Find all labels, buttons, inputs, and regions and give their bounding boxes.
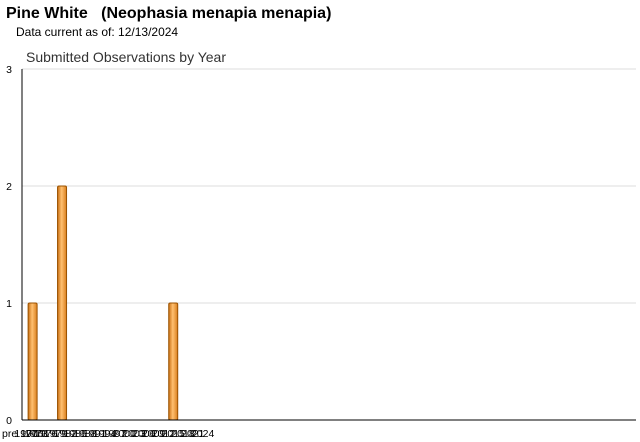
x-tick-label: 1985 [63,428,87,440]
bar-1981 [57,185,68,421]
x-tick-label: 1997 [103,428,127,440]
page-title: Pine White (Neophasia menapia menapia) [6,5,332,22]
x-tick-label: 2012 [152,428,176,440]
x-tick-label: pre 1970 [2,428,44,440]
chart-title: Submitted Observations by Year [26,49,227,65]
y-tick-label: 2 [6,181,12,193]
x-tick-label: 2021 [181,428,205,440]
x-tick-label: 2003 [122,428,146,440]
x-tick-label: 2000 [112,428,136,440]
x-tick-label: 1970 [14,428,38,440]
x-tick-label: 2024 [191,428,215,440]
x-tick-label: 1991 [83,428,107,440]
x-tick-labels: pre 197019701973197619791982198519881991… [2,428,214,440]
axes [21,69,636,421]
x-tick-label: 1982 [54,428,78,440]
x-tick-label: 2018 [171,428,195,440]
x-tick-label: 2006 [132,428,156,440]
gridlines [22,68,636,304]
y-tick-label: 0 [6,415,12,427]
x-tick-label: 1976 [34,428,58,440]
bar-1972 [27,302,38,421]
y-tick-label: 3 [6,64,12,76]
data-current-label: Data current as of: 12/13/2024 [16,25,179,39]
x-tick-label: 1988 [73,428,97,440]
x-tick-label: 1994 [93,428,117,440]
x-tick-label: 2009 [142,428,166,440]
y-tick-labels: 0 1 2 3 [6,64,12,427]
x-tick-label: 1973 [24,428,48,440]
x-tick-label: 2015 [162,428,186,440]
bar-2015 [168,302,179,421]
y-tick-label: 1 [6,298,12,310]
x-tick-label: 1979 [44,428,68,440]
